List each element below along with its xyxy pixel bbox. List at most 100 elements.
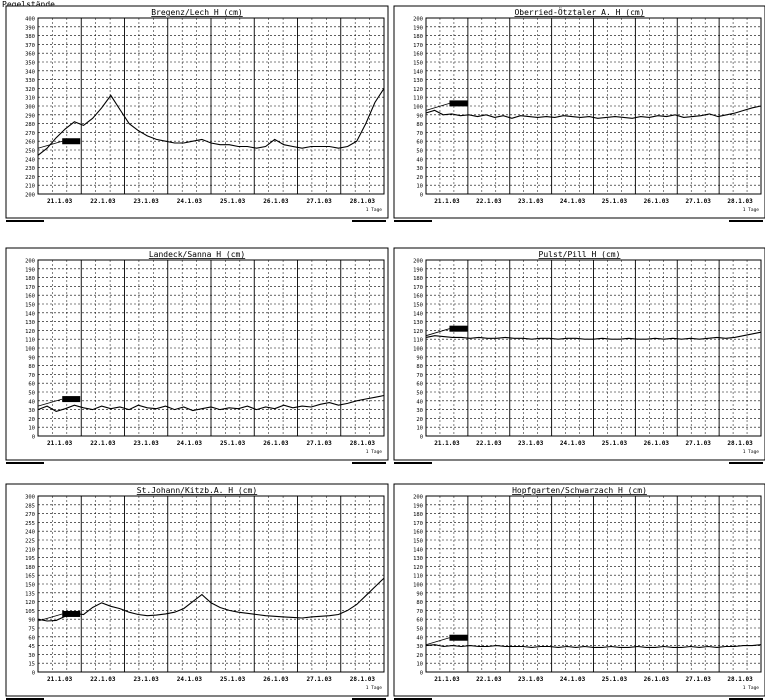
current-value-marker bbox=[62, 138, 81, 145]
y-tick-label: 300 bbox=[25, 105, 35, 111]
y-tick-label: 170 bbox=[25, 285, 35, 291]
y-tick-label: 70 bbox=[416, 609, 423, 615]
y-tick-label: 190 bbox=[413, 25, 423, 31]
y-tick-label: 70 bbox=[28, 373, 35, 379]
y-tick-label: 210 bbox=[25, 184, 35, 190]
y-tick-label: 280 bbox=[25, 122, 35, 128]
y-tick-label: 20 bbox=[416, 653, 423, 659]
y-tick-label: 90 bbox=[28, 355, 35, 361]
y-tick-label: 40 bbox=[28, 399, 35, 405]
y-tick-label: 60 bbox=[416, 140, 423, 146]
y-tick-label: 30 bbox=[28, 653, 35, 659]
series-line bbox=[37, 577, 385, 622]
y-tick-label: 100 bbox=[413, 583, 423, 589]
x-tick-label: 27.1.03 bbox=[306, 198, 332, 205]
x-tick-label: 25.1.03 bbox=[602, 676, 628, 683]
y-tick-label: 200 bbox=[413, 17, 423, 23]
x-tick-label: 26.1.03 bbox=[263, 440, 289, 447]
y-tick-label: 140 bbox=[413, 547, 423, 553]
x-unit-label: 1 Tage bbox=[366, 449, 383, 455]
y-tick-label: 150 bbox=[25, 303, 35, 309]
y-tick-label: 45 bbox=[28, 644, 35, 650]
y-tick-label: 230 bbox=[25, 166, 35, 172]
y-tick-label: 60 bbox=[28, 382, 35, 388]
y-tick-label: 170 bbox=[413, 43, 423, 49]
y-tick-label: 190 bbox=[413, 267, 423, 273]
marker-leader bbox=[37, 613, 63, 622]
y-tick-label: 50 bbox=[416, 149, 423, 155]
y-tick-label: 80 bbox=[416, 122, 423, 128]
panel-footer-bar-left bbox=[394, 220, 432, 222]
y-tick-label: 150 bbox=[25, 583, 35, 589]
x-tick-label: 24.1.03 bbox=[560, 676, 586, 683]
y-tick-label: 180 bbox=[413, 34, 423, 40]
x-tick-label: 23.1.03 bbox=[133, 676, 159, 683]
y-tick-label: 20 bbox=[416, 175, 423, 181]
y-tick-label: 270 bbox=[25, 131, 35, 137]
panel-footer-bar-right bbox=[729, 462, 763, 464]
y-tick-label: 320 bbox=[25, 87, 35, 93]
series-line bbox=[425, 644, 762, 648]
y-tick-label: 225 bbox=[25, 539, 35, 545]
x-tick-label: 22.1.03 bbox=[90, 198, 116, 205]
x-unit-label: 1 Tage bbox=[743, 449, 760, 455]
chart-title: Pulst/Pill H (cm) bbox=[539, 250, 621, 259]
chart-title: Landeck/Sanna H (cm) bbox=[149, 250, 245, 259]
y-tick-label: 400 bbox=[25, 17, 35, 23]
y-tick-label: 30 bbox=[28, 408, 35, 414]
y-tick-label: 160 bbox=[413, 294, 423, 300]
x-tick-label: 26.1.03 bbox=[644, 198, 670, 205]
y-tick-label: 190 bbox=[413, 503, 423, 509]
y-tick-label: 255 bbox=[25, 521, 35, 527]
y-tick-label: 50 bbox=[416, 391, 423, 397]
x-tick-label: 21.1.03 bbox=[434, 440, 460, 447]
y-tick-label: 200 bbox=[25, 193, 35, 199]
panel-footer-bar-right bbox=[352, 220, 386, 222]
y-tick-label: 330 bbox=[25, 78, 35, 84]
y-tick-label: 130 bbox=[413, 78, 423, 84]
x-tick-label: 24.1.03 bbox=[560, 440, 586, 447]
y-tick-label: 30 bbox=[416, 408, 423, 414]
x-tick-label: 24.1.03 bbox=[560, 198, 586, 205]
chart-title: Oberried-Ötztaler A. H (cm) bbox=[514, 7, 644, 17]
y-tick-label: 80 bbox=[28, 364, 35, 370]
y-tick-label: 350 bbox=[25, 61, 35, 67]
panel-footer-bar-left bbox=[6, 220, 44, 222]
x-tick-label: 24.1.03 bbox=[177, 198, 203, 205]
y-tick-label: 110 bbox=[413, 574, 423, 580]
x-tick-label: 23.1.03 bbox=[518, 440, 544, 447]
y-tick-label: 80 bbox=[416, 600, 423, 606]
x-tick-label: 25.1.03 bbox=[220, 440, 246, 447]
panel-footer-bar-right bbox=[352, 698, 386, 700]
y-tick-label: 70 bbox=[416, 373, 423, 379]
y-tick-label: 310 bbox=[25, 96, 35, 102]
y-tick-label: 240 bbox=[25, 530, 35, 536]
x-tick-label: 23.1.03 bbox=[133, 440, 159, 447]
y-tick-label: 10 bbox=[28, 426, 35, 432]
y-tick-label: 180 bbox=[25, 565, 35, 571]
chart-title: Bregenz/Lech H (cm) bbox=[151, 8, 243, 17]
y-tick-label: 360 bbox=[25, 52, 35, 58]
y-tick-label: 90 bbox=[28, 618, 35, 624]
y-tick-label: 190 bbox=[25, 267, 35, 273]
y-tick-label: 300 bbox=[25, 495, 35, 501]
x-tick-label: 25.1.03 bbox=[220, 676, 246, 683]
chart-panel-4: Pulst/Pill H (cm)20019018017016015014013… bbox=[393, 247, 765, 464]
y-tick-label: 60 bbox=[416, 618, 423, 624]
current-value-marker bbox=[62, 610, 81, 617]
marker-leader bbox=[425, 103, 450, 111]
y-tick-label: 380 bbox=[25, 34, 35, 40]
y-tick-label: 390 bbox=[25, 25, 35, 31]
x-tick-label: 27.1.03 bbox=[686, 198, 712, 205]
chart-panel-5: St.Johann/Kitzb.A. H (cm)300285270255240… bbox=[5, 483, 389, 700]
x-tick-label: 26.1.03 bbox=[644, 676, 670, 683]
x-tick-label: 22.1.03 bbox=[476, 676, 502, 683]
y-tick-label: 0 bbox=[32, 671, 35, 677]
x-tick-label: 26.1.03 bbox=[263, 676, 289, 683]
panel-footer-bar-left bbox=[6, 698, 44, 700]
y-tick-label: 0 bbox=[420, 193, 423, 199]
y-tick-label: 140 bbox=[25, 311, 35, 317]
y-tick-label: 220 bbox=[25, 175, 35, 181]
y-tick-label: 120 bbox=[413, 565, 423, 571]
chart-title: St.Johann/Kitzb.A. H (cm) bbox=[137, 486, 257, 495]
